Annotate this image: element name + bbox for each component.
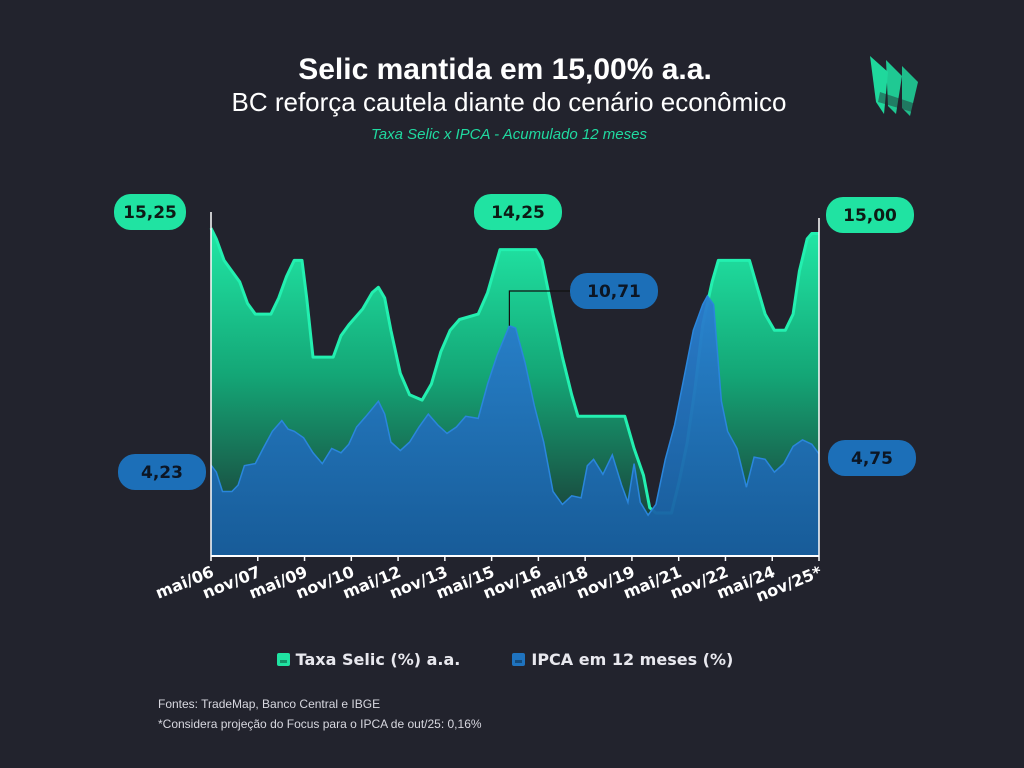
- legend-item-selic: Taxa Selic (%) a.a.: [276, 650, 461, 669]
- callout-label: 14,25: [491, 203, 545, 223]
- callout-label: 10,71: [587, 282, 641, 302]
- ipca-line: [210, 294, 820, 517]
- selic-line: [209, 227, 819, 515]
- footer-sources: Fontes: TradeMap, Banco Central e IBGE: [158, 697, 381, 711]
- callout-box: [118, 454, 206, 490]
- callout-label: 4,23: [141, 463, 183, 483]
- legend-swatch-ipca: [512, 653, 526, 666]
- chart-legend: Taxa Selic (%) a.a. IPCA em 12 meses (%): [0, 650, 1010, 669]
- footer: Fontes: TradeMap, Banco Central e IBGE *…: [158, 694, 482, 734]
- ipca-peak-connector: [508, 290, 570, 326]
- legend-label-ipca: IPCA em 12 meses (%): [531, 650, 734, 669]
- callout-label: 4,75: [851, 449, 893, 469]
- page-subtitle: BC reforça cautela diante do cenário eco…: [231, 87, 787, 117]
- callout-box: [474, 194, 562, 230]
- callout-box: [114, 194, 186, 230]
- ipca-area: [211, 295, 819, 556]
- callout-box: [826, 197, 914, 233]
- footer-note: *Considera projeção do Focus para o IPCA…: [158, 717, 482, 731]
- sail-logo-icon: [870, 56, 918, 116]
- callout-box: [570, 273, 658, 309]
- callout-label: 15,00: [843, 206, 897, 226]
- legend-item-ipca: IPCA em 12 meses (%): [512, 650, 733, 669]
- legend-swatch-selic: [276, 653, 290, 666]
- callout-box: [828, 440, 916, 476]
- callout-label: 15,25: [123, 203, 177, 223]
- legend-label-selic: Taxa Selic (%) a.a.: [295, 650, 461, 669]
- chart-caption: Taxa Selic x IPCA - Acumulado 12 meses: [371, 126, 647, 143]
- page-title: Selic mantida em 15,00% a.a.: [298, 53, 712, 86]
